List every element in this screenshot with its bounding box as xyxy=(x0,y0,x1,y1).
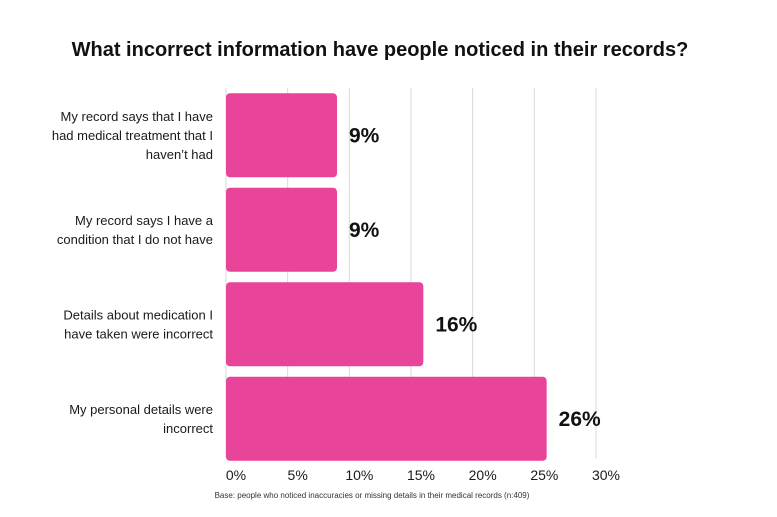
category-label-line: My record says I have a xyxy=(75,213,214,228)
category-label-line: condition that I do not have xyxy=(57,232,213,247)
x-tick-label: 10% xyxy=(345,467,373,483)
category-label-line: My record says that I have xyxy=(61,109,213,124)
category-label-line: have taken were incorrect xyxy=(64,326,213,341)
x-tick-label: 30% xyxy=(592,467,620,483)
x-tick-label: 5% xyxy=(288,467,308,483)
chart-title: What incorrect information have people n… xyxy=(72,39,689,61)
category-label-line: haven’t had xyxy=(146,147,213,162)
x-tick-label: 15% xyxy=(407,467,435,483)
bar xyxy=(226,93,337,178)
bar xyxy=(226,187,337,272)
x-tick-label: 25% xyxy=(530,467,558,483)
x-tick-label: 20% xyxy=(469,467,497,483)
category-label: My record says I have a condition that I … xyxy=(57,213,214,247)
bar-value-label: 9% xyxy=(349,219,380,242)
bar xyxy=(226,376,547,461)
value-labels: 9% 9% 16% 26% xyxy=(349,124,601,431)
category-label: My record says that I have had medical tr… xyxy=(52,109,213,162)
bar-value-label: 26% xyxy=(559,408,601,431)
category-label-line: Details about medication I xyxy=(63,307,213,322)
category-label-line: incorrect xyxy=(163,421,213,436)
bar-value-label: 16% xyxy=(435,313,477,336)
category-labels: My record says that I have had medical tr… xyxy=(52,109,214,436)
category-label-line: My personal details were xyxy=(69,402,213,417)
bar xyxy=(226,282,424,367)
bar-value-label: 9% xyxy=(349,124,380,147)
footnote: Base: people who noticed inaccuracies or… xyxy=(215,491,530,500)
category-label: My personal details were incorrect xyxy=(69,402,213,436)
category-label: Details about medication I have taken wer… xyxy=(63,307,213,341)
bars xyxy=(226,93,547,461)
x-tick-label: 0% xyxy=(226,467,246,483)
x-axis-ticks: 0% 5% 10% 15% 20% 25% 30% xyxy=(226,467,620,483)
category-label-line: had medical treatment that I xyxy=(52,128,213,143)
